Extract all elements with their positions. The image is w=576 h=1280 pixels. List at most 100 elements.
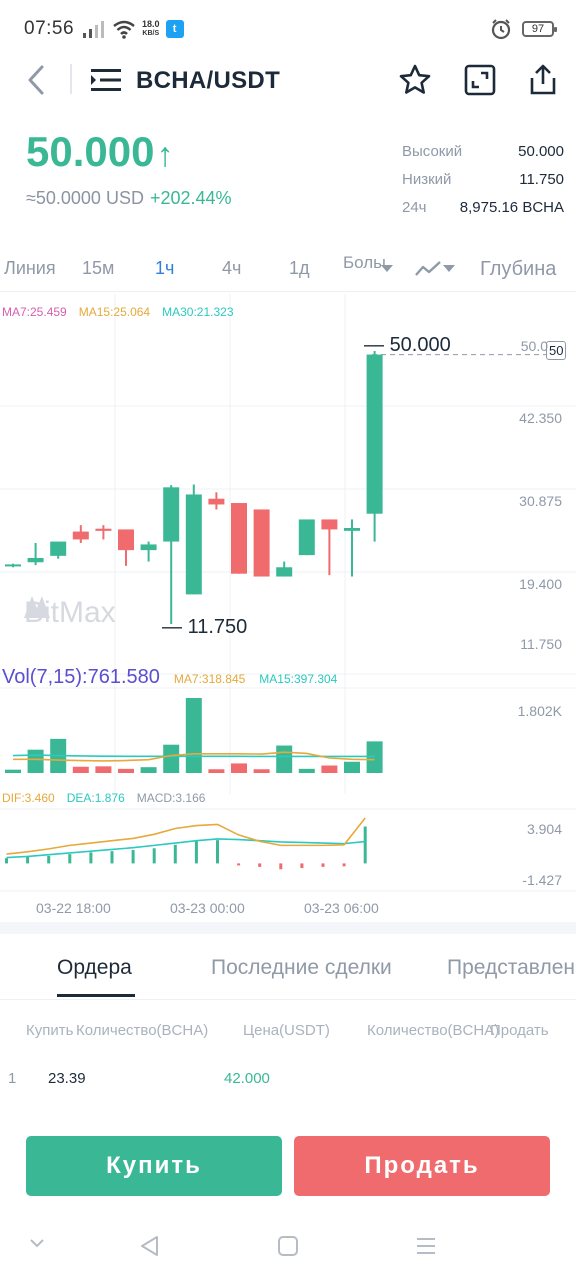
low-marker-value: 11.750	[187, 616, 248, 638]
vol-ma15-value: MA15:397.304	[259, 672, 338, 686]
tab-more[interactable]: Больше	[343, 254, 385, 272]
macd-value: MACD:3.166	[136, 791, 206, 805]
pair-title[interactable]: BCHA/USDT	[136, 67, 281, 94]
kline-chart[interactable]: BitMax MA7:25.459 MA15:25.064 MA30:21.32…	[0, 294, 576, 924]
volume-bar	[253, 769, 270, 773]
timeframe-bar: Линия 15м 1ч 4ч 1д Больше Глубина	[0, 248, 576, 292]
net-speed-value: 18.0	[142, 19, 160, 29]
share-icon[interactable]	[526, 63, 560, 97]
usd-equivalent: ≈50.0000 USD +202.44%	[26, 188, 232, 209]
star-icon[interactable]	[398, 63, 432, 97]
macd-bar	[131, 850, 135, 864]
nav-home-icon[interactable]	[276, 1234, 300, 1258]
volume-bar	[276, 745, 293, 773]
expand-icon[interactable]	[463, 63, 497, 97]
chart-canvas[interactable]	[0, 294, 576, 924]
candle	[140, 544, 157, 551]
macd-bar	[47, 855, 51, 864]
candles	[5, 351, 383, 624]
time-axis-label: 03-23 06:00	[304, 900, 379, 916]
volume-bars	[5, 698, 383, 773]
ma30-value: MA30:21.323	[162, 305, 234, 319]
dea-value: DEA:1.876	[66, 791, 125, 805]
ma7-value: MA7:25.459	[2, 305, 67, 319]
price-axis-label: 42.350	[519, 410, 562, 426]
vol-ma7-value: MA7:318.845	[173, 672, 246, 686]
chart-grid	[0, 294, 576, 892]
tab-recent-trades[interactable]: Последние сделки	[211, 956, 392, 979]
net-speed-unit: KB/S	[142, 30, 160, 37]
alarm-icon	[491, 19, 511, 40]
stat-label: Высокий	[402, 143, 463, 160]
ob-header-ask-qty: Количество(BCHA)	[367, 1022, 500, 1039]
volume-bar	[321, 765, 338, 773]
bitmax-logo-icon	[24, 596, 50, 618]
ob-header-sell: Продать	[490, 1022, 549, 1039]
candle	[276, 567, 293, 577]
twitter-icon: t	[165, 20, 184, 38]
candle	[344, 528, 360, 531]
ma15-value: MA15:25.064	[78, 305, 151, 319]
volume-bar	[95, 766, 112, 773]
volume-bar	[344, 761, 360, 773]
bitmax-watermark: BitMax	[24, 596, 116, 630]
stat-24h-volume: 24ч 8,975.16 BCHA	[402, 199, 564, 227]
volume-bar	[208, 769, 225, 773]
volume-ma15-line	[12, 754, 375, 758]
buy-button[interactable]: Купить	[26, 1136, 282, 1196]
more-dropdown-icon[interactable]	[381, 265, 393, 272]
tab-orders[interactable]: Ордера	[57, 956, 132, 979]
indicator-icon[interactable]	[414, 258, 442, 280]
tab-1d[interactable]: 1д	[289, 258, 310, 278]
tab-line[interactable]: Линия	[4, 258, 56, 278]
candle	[50, 541, 67, 556]
menu-icon[interactable]	[90, 67, 122, 93]
sell-button[interactable]: Продать	[294, 1136, 550, 1196]
stat-low: Низкий 11.750	[402, 171, 564, 199]
macd-bar	[279, 863, 283, 870]
macd-legend: DIF:3.460 DEA:1.876 MACD:3.166	[2, 791, 205, 805]
volume-bar	[185, 698, 202, 773]
macd-bar	[68, 854, 72, 864]
volume-bar	[140, 767, 157, 773]
battery-icon: 97	[522, 21, 557, 37]
volume-bar	[298, 768, 315, 773]
price-change: +202.44%	[149, 188, 232, 208]
stat-value: 8,975.16 BCHA	[459, 199, 564, 216]
macd-bar	[152, 848, 156, 864]
tab-15m[interactable]: 15м	[82, 258, 115, 278]
system-nav-bar	[0, 1216, 576, 1280]
ma-legend: MA7:25.459 MA15:25.064 MA30:21.323	[2, 305, 234, 319]
candle	[95, 528, 112, 531]
stat-value: 11.750	[519, 171, 564, 188]
indicator-dropdown-icon[interactable]	[443, 265, 455, 272]
tab-4h[interactable]: 4ч	[222, 258, 242, 278]
tab-1h[interactable]: 1ч	[155, 258, 175, 278]
time-axis-label: 03-23 00:00	[170, 900, 245, 916]
high-marker: — 50.000	[364, 334, 451, 356]
candle	[321, 519, 338, 530]
ob-row-bid-qty[interactable]: 23.39	[48, 1070, 86, 1087]
macd-bar	[258, 863, 262, 867]
chevron-down-icon[interactable]	[28, 1236, 46, 1250]
nav-back-icon[interactable]	[138, 1234, 162, 1258]
macd-bar	[110, 851, 114, 864]
candle	[298, 519, 315, 556]
macd-bar	[216, 840, 219, 864]
stat-high: Высокий 50.000	[402, 143, 564, 171]
ob-header-price: Цена(USDT)	[243, 1022, 330, 1039]
volume-bar	[118, 768, 134, 773]
back-arrow-icon[interactable]	[22, 62, 52, 98]
macd-bar	[363, 826, 367, 864]
nav-recents-icon[interactable]	[414, 1234, 438, 1258]
candle	[72, 531, 89, 540]
wifi-icon	[113, 20, 135, 39]
ob-row-price[interactable]: 42.000	[224, 1070, 270, 1087]
macd-panel	[5, 817, 367, 870]
price-axis-label: 19.400	[519, 576, 562, 592]
low-marker: — 11.750	[162, 616, 248, 638]
candle	[27, 557, 44, 563]
tab-overview[interactable]: Представление	[447, 956, 576, 979]
tab-depth[interactable]: Глубина	[480, 258, 557, 280]
macd-axis-label: 3.904	[526, 821, 562, 837]
